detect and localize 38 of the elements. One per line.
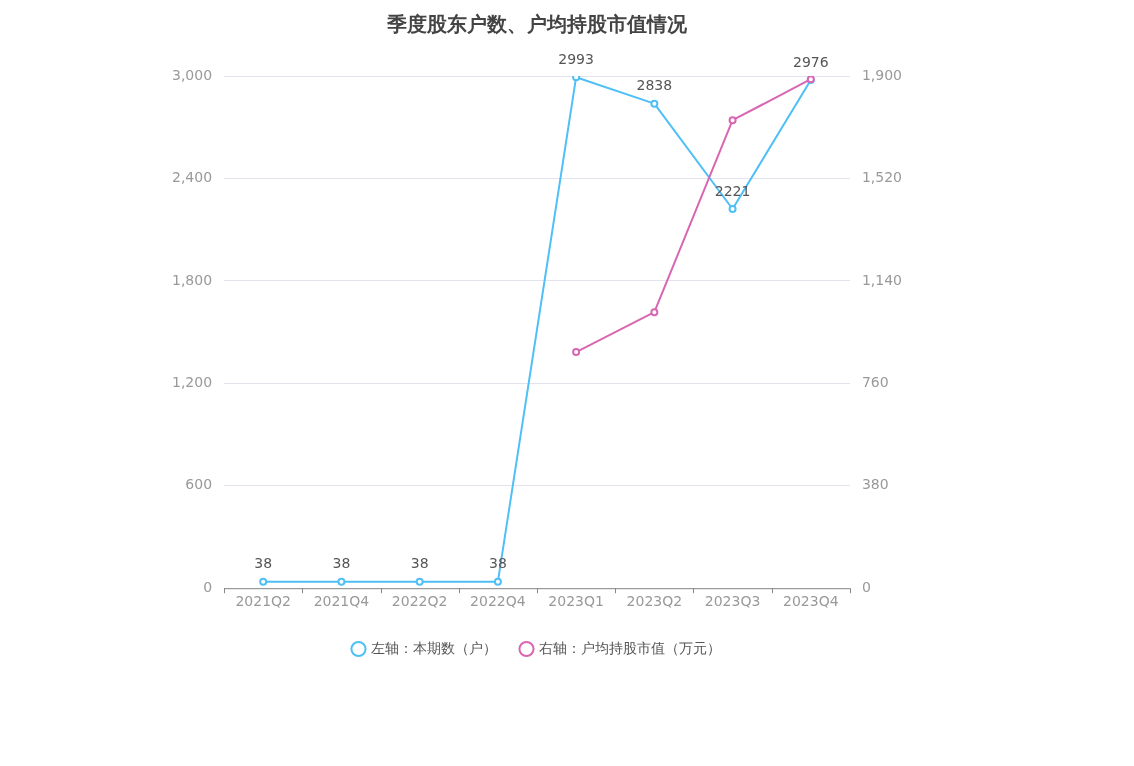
y-tick-label: 600 — [185, 476, 213, 493]
data-label: 38 — [410, 555, 429, 572]
legend-label: 左轴：本期数（户） — [370, 639, 497, 656]
y-tick-label: 1,200 — [171, 373, 213, 390]
x-tick-label: 2023Q1 — [548, 593, 604, 610]
y-tick-label: 1,800 — [171, 271, 213, 288]
x-tick-label: 2021Q2 — [235, 593, 291, 610]
data-label: 2838 — [636, 77, 673, 94]
x-tick-label: 2023Q4 — [783, 593, 839, 610]
chart-title: 季度股东户数、户均持股市值情况 — [386, 12, 688, 37]
legend-label: 右轴：户均持股市值（万元） — [538, 639, 721, 656]
x-tick-label: 2022Q2 — [391, 593, 448, 610]
point — [493, 577, 502, 586]
data-label: 2993 — [558, 50, 594, 67]
y2-tick-label: 760 — [861, 373, 889, 390]
data-label: 38 — [254, 555, 273, 572]
data-label: 2976 — [792, 53, 829, 70]
y2-tick-label: 1,140 — [861, 271, 903, 288]
point — [259, 577, 268, 586]
y-tick-label: 0 — [203, 578, 213, 595]
x-tick-label: 2023Q2 — [626, 593, 683, 610]
y2-tick-label: 0 — [861, 578, 871, 595]
x-tick-label: 2021Q4 — [313, 593, 370, 610]
y2-tick-label: 380 — [861, 476, 889, 493]
point — [728, 116, 737, 125]
y2-tick-label: 1,900 — [861, 66, 903, 83]
point — [337, 577, 346, 586]
point — [650, 99, 659, 108]
data-label: 38 — [332, 555, 351, 572]
point — [650, 308, 659, 317]
y-tick-label: 3,000 — [171, 66, 213, 83]
point — [572, 348, 581, 357]
x-tick-label: 2022Q4 — [470, 593, 526, 610]
point — [415, 577, 424, 586]
y2-tick-label: 1,520 — [861, 169, 903, 186]
x-tick-label: 2023Q3 — [704, 593, 761, 610]
y-tick-label: 2,400 — [171, 169, 213, 186]
point — [728, 205, 737, 213]
